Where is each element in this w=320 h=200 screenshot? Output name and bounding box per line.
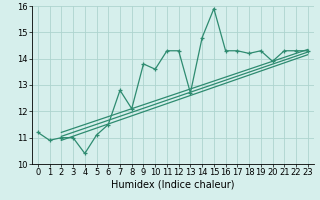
X-axis label: Humidex (Indice chaleur): Humidex (Indice chaleur) <box>111 180 235 190</box>
